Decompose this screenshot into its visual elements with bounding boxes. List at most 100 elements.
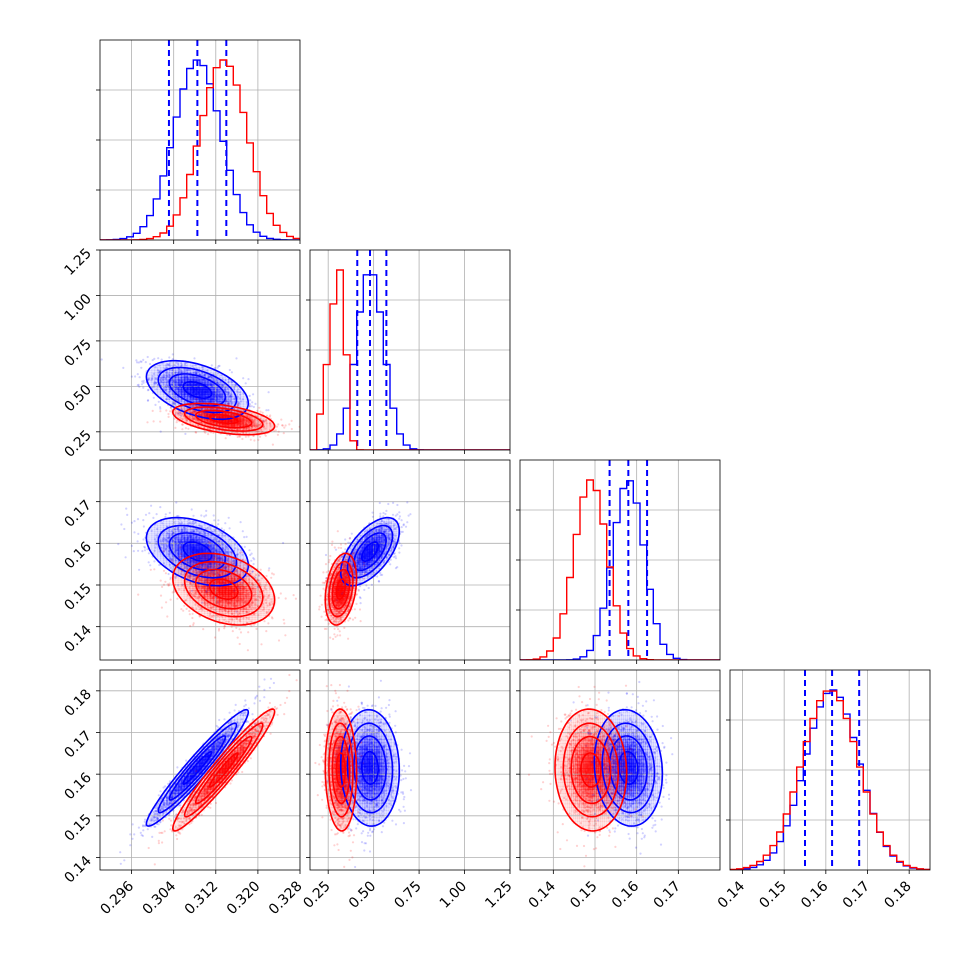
density-cell <box>154 528 158 532</box>
density-cell <box>222 590 226 593</box>
density-cell <box>180 592 185 595</box>
density-cell <box>352 596 354 600</box>
density-cell <box>189 577 194 581</box>
density-cell <box>245 590 250 593</box>
density-cell <box>163 384 167 387</box>
density-cell <box>251 604 256 608</box>
density-cell <box>357 566 360 570</box>
density-cell <box>225 560 230 564</box>
density-cell <box>175 377 179 380</box>
density-cell <box>216 401 221 404</box>
density-cell <box>225 575 229 579</box>
density-cell <box>389 552 392 556</box>
density-cell <box>358 560 362 564</box>
density-cell <box>357 574 360 577</box>
density-cell <box>382 528 386 532</box>
density-cell <box>160 375 164 378</box>
density-cell <box>186 559 191 562</box>
density-cell <box>163 546 167 550</box>
density-cell <box>216 556 220 560</box>
density-cell <box>207 565 211 568</box>
density-cell <box>350 563 352 566</box>
density-cell <box>254 422 259 424</box>
density-cell <box>384 521 387 524</box>
density-cell <box>210 596 214 600</box>
density-cell <box>219 572 224 575</box>
density-cell <box>198 377 203 380</box>
density-cell <box>365 576 368 579</box>
density-cell <box>222 415 226 418</box>
density-cell <box>360 572 363 575</box>
density-cell <box>190 392 194 395</box>
density-cell <box>342 581 344 585</box>
density-cell <box>187 542 191 546</box>
density-cell <box>192 534 197 538</box>
density-cell <box>374 538 377 542</box>
density-cell <box>181 521 185 524</box>
density-cell <box>341 619 343 623</box>
density-cell <box>328 609 331 612</box>
density-cell <box>177 586 182 589</box>
density-cell <box>384 530 387 534</box>
density-cell <box>344 594 346 598</box>
density-cell <box>335 611 337 614</box>
density-cell <box>231 382 235 385</box>
density-cell <box>237 568 241 572</box>
density-cell <box>335 598 337 602</box>
density-cell <box>225 602 229 606</box>
density-cell <box>187 536 191 540</box>
density-cell <box>219 399 224 402</box>
density-cell <box>204 415 208 417</box>
density-cell <box>228 561 232 564</box>
density-cell <box>187 361 191 365</box>
density-cell <box>183 598 188 602</box>
density-cell <box>157 558 161 562</box>
density-cell <box>187 370 191 373</box>
density-cell <box>195 524 200 528</box>
density-cell <box>269 606 274 610</box>
density-cell <box>338 577 341 581</box>
density-cell <box>234 384 238 387</box>
density-cell <box>219 382 224 385</box>
density-cell <box>376 526 379 530</box>
density-cell <box>347 556 350 560</box>
density-cell <box>379 519 382 522</box>
density-cell <box>187 546 191 550</box>
density-cell <box>346 577 349 581</box>
density-cell <box>342 596 344 600</box>
density-cell <box>251 569 256 573</box>
density-cell <box>251 426 256 429</box>
density-cell <box>257 590 262 593</box>
density-cell <box>257 573 262 577</box>
density-cell <box>184 554 188 558</box>
density-cell <box>186 594 191 598</box>
density-cell <box>180 579 185 583</box>
density-cell <box>234 577 238 581</box>
density-cell <box>201 407 206 410</box>
density-cell <box>245 577 250 581</box>
density-cell <box>228 401 233 404</box>
density-cell <box>207 542 212 546</box>
density-cell <box>160 380 164 383</box>
density-cell <box>192 536 197 540</box>
density-cell <box>243 566 247 570</box>
density-cell <box>382 530 386 534</box>
density-cell <box>195 556 200 560</box>
density-cell <box>343 609 345 612</box>
density-cell <box>260 606 265 610</box>
density-cell <box>370 526 374 530</box>
density-cell <box>367 556 370 560</box>
density-cell <box>190 538 194 542</box>
density-cell <box>207 413 211 415</box>
density-cell <box>192 411 197 413</box>
density-cell <box>154 540 158 544</box>
density-cell <box>353 569 355 573</box>
density-cell <box>160 534 164 538</box>
density-cell <box>192 424 197 426</box>
density-cell <box>360 546 363 550</box>
density-cell <box>198 571 203 575</box>
density-cell <box>213 617 217 620</box>
density-cell <box>178 548 182 552</box>
density-cell <box>154 546 158 550</box>
density-cell <box>387 538 391 542</box>
